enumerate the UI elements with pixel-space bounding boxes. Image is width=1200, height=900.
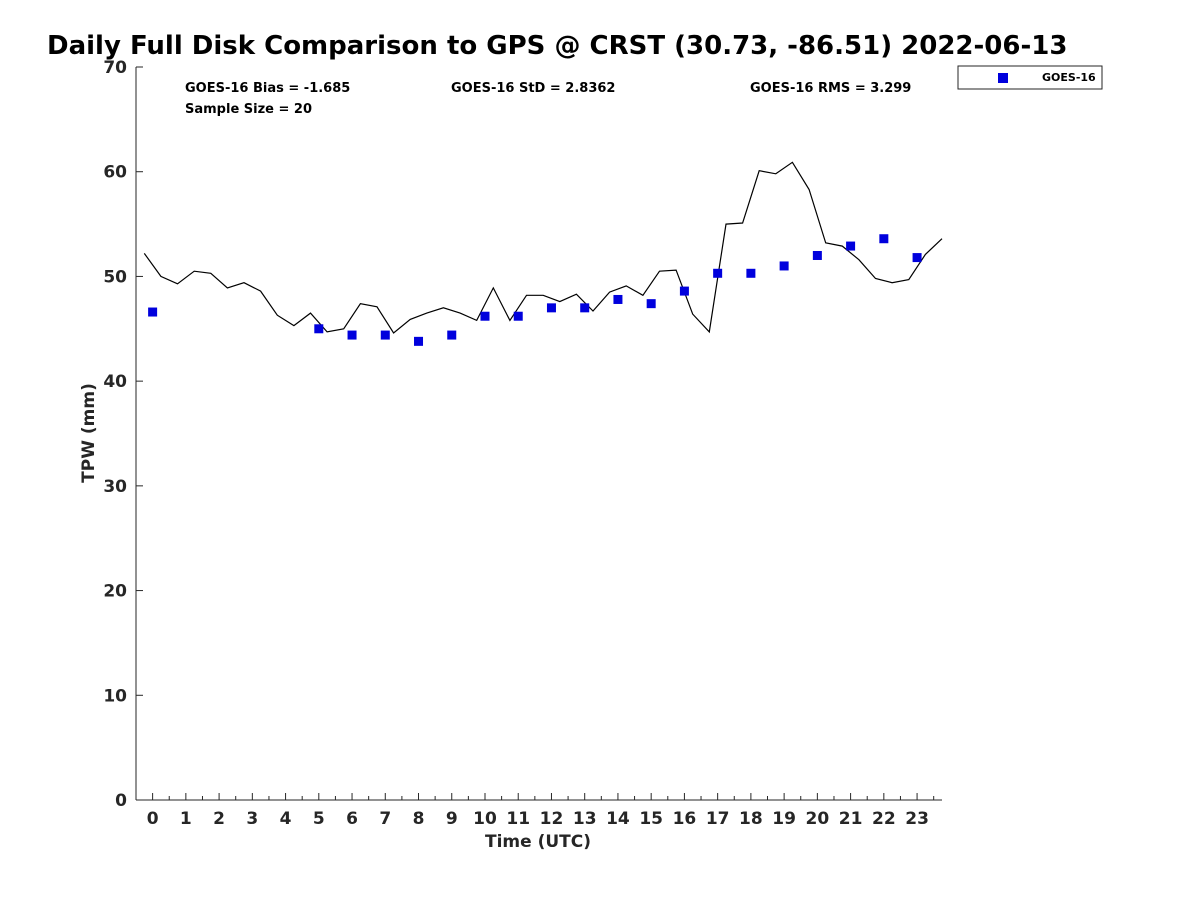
std-stat: GOES-16 StD = 2.8362 (451, 81, 615, 96)
x-tick-label: 7 (379, 809, 391, 829)
goes16-point (646, 299, 656, 309)
x-tick-label: 17 (706, 809, 730, 829)
x-tick-label: 18 (739, 809, 763, 829)
goes16-point (580, 303, 590, 313)
plot-area (135, 67, 942, 801)
goes16-point (414, 336, 424, 346)
x-tick-label: 15 (639, 809, 663, 829)
legend-label: GOES-16 (1042, 71, 1096, 84)
x-tick-label: 12 (540, 809, 564, 829)
goes16-point (613, 294, 623, 304)
y-tick-label: 20 (103, 582, 127, 602)
x-tick-label: 9 (446, 809, 458, 829)
goes16-point (746, 268, 756, 278)
goes16-point (912, 253, 922, 263)
y-tick-label: 10 (103, 686, 127, 706)
goes16-point (513, 311, 523, 321)
x-tick-label: 19 (772, 809, 796, 829)
x-tick-label: 3 (246, 809, 258, 829)
x-axis-label: Time (UTC) (485, 832, 591, 852)
goes16-point (480, 311, 490, 321)
x-tick-label: 5 (313, 809, 325, 829)
y-tick-label: 60 (103, 163, 127, 183)
x-tick-label: 20 (806, 809, 830, 829)
x-tick-label: 0 (147, 809, 159, 829)
x-tick-label: 2 (213, 809, 225, 829)
gps-line (143, 161, 943, 334)
legend: GOES-16 (957, 65, 1103, 90)
x-tick-label: 4 (280, 809, 292, 829)
x-tick-label: 23 (905, 809, 929, 829)
x-tick-label: 6 (346, 809, 358, 829)
gps-series (143, 161, 943, 334)
x-tick-label: 21 (839, 809, 863, 829)
x-tick-label: 11 (506, 809, 530, 829)
legend-marker (998, 73, 1008, 83)
x-tick-label: 1 (180, 809, 192, 829)
x-tick-label: 8 (413, 809, 425, 829)
goes16-point (148, 307, 158, 317)
y-ticks: 0 10 20 30 40 50 60 70 (103, 58, 143, 811)
x-tick-label: 14 (606, 809, 630, 829)
y-tick-label: 30 (103, 477, 127, 497)
y-axis-label: TPW (mm) (79, 383, 99, 483)
goes16-point (812, 250, 822, 260)
x-tick-label: 13 (573, 809, 597, 829)
x-ticks: 0 1 2 3 4 5 6 7 8 9 10 11 12 13 14 15 16 17 18 19 20 21 22 23 (147, 793, 935, 829)
x-tick-label: 10 (473, 809, 497, 829)
chart-title: Daily Full Disk Comparison to GPS @ CRST… (47, 31, 1067, 61)
y-tick-label: 40 (103, 372, 127, 392)
y-tick-label: 0 (115, 791, 127, 811)
goes16-point (347, 330, 357, 340)
y-tick-label: 70 (103, 58, 127, 78)
goes16-point (713, 268, 723, 278)
goes16-point (546, 303, 556, 313)
legend-box (957, 65, 1103, 90)
rms-stat: GOES-16 RMS = 3.299 (750, 81, 911, 96)
goes16-point (447, 330, 457, 340)
x-tick-label: 22 (872, 809, 896, 829)
goes16-point (380, 330, 390, 340)
goes16-point (879, 234, 889, 244)
x-tick-label: 16 (673, 809, 697, 829)
goes16-point (779, 261, 789, 271)
goes16-point (679, 286, 689, 296)
sample-size-stat: Sample Size = 20 (185, 102, 312, 117)
goes16-point (846, 241, 856, 251)
goes16-series (148, 234, 922, 346)
y-tick-label: 50 (103, 267, 127, 287)
bias-stat: GOES-16 Bias = -1.685 (185, 81, 350, 96)
goes16-point (314, 324, 324, 334)
